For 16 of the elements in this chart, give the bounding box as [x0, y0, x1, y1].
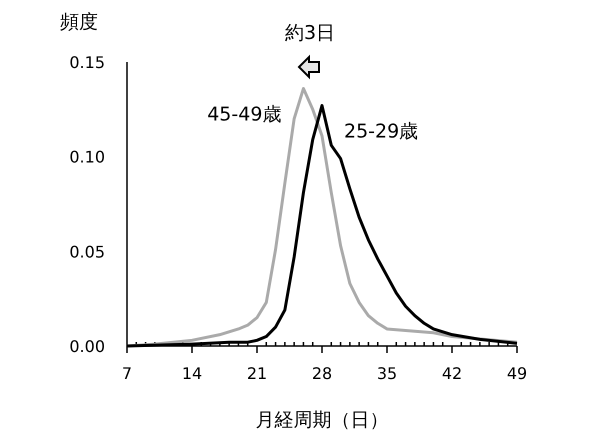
y-tick-label: 0.00: [69, 337, 105, 356]
y-tick-label: 0.15: [69, 53, 105, 72]
y-tick-label: 0.10: [69, 148, 105, 167]
x-tick-label: 21: [246, 364, 268, 383]
x-axis-title: 月経周期（日）: [256, 409, 388, 431]
x-tick-label: 35: [376, 364, 398, 383]
x-tick-label: 49: [506, 364, 528, 383]
x-tick-label: 7: [122, 364, 132, 383]
x-tick-label: 28: [312, 364, 332, 383]
x-tick-label: 42: [442, 364, 462, 383]
y-tick-label: 0.05: [69, 242, 105, 262]
text: 約3日: [284, 22, 336, 44]
series-label: 45-49歳: [207, 104, 282, 126]
series-label: 25-29歳: [344, 120, 418, 143]
x-tick-label: 14: [182, 364, 202, 383]
y-axis-title: 頻度: [60, 11, 98, 33]
